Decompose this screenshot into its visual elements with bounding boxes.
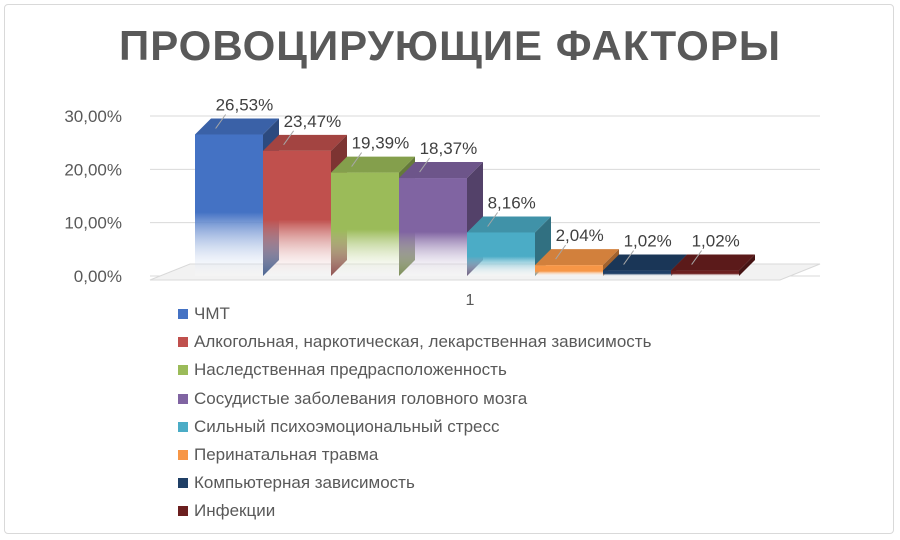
legend-label: Сосудистые заболевания головного мозга [194,388,528,408]
legend-label: Перинатальная травма [194,445,379,465]
legend-item: Наследственная предрасположенность [178,356,651,384]
bar-front [399,178,467,276]
legend-item: ЧМТ [178,300,651,328]
bar-top [603,254,687,271]
legend-label: Алкогольная, наркотическая, лекарственна… [194,332,652,352]
data-label: 18,37% [420,139,478,158]
legend-swatch [178,478,188,489]
bar-front [331,172,399,276]
data-label: 8,16% [488,193,536,212]
bar-top [535,249,619,266]
legend-swatch [178,393,188,404]
bar-front [467,232,535,276]
bar-top [467,216,551,233]
legend-swatch [178,365,188,376]
data-label-leader [555,244,567,260]
data-label: 23,47% [284,112,342,131]
bar-top [671,254,755,271]
bar-front [263,150,331,276]
data-label: 1,02% [624,232,672,251]
legend-item: Перинатальная травма [178,441,651,469]
data-label: 1,02% [692,232,740,251]
legend-item: Инфекции [178,497,651,525]
data-label-leader [691,250,703,265]
data-label-leader [351,152,363,167]
legend-item: Алкогольная, наркотическая, лекарственна… [178,328,651,356]
legend-label: Компьютерная зависимость [194,473,415,493]
legend-item: Сильный психоэмоциональный стресс [178,413,651,441]
legend-item: Сосудистые заболевания головного мозга [178,385,651,413]
legend-label: Сильный психоэмоциональный стресс [194,416,500,436]
legend-label: ЧМТ [194,304,230,324]
y-tick-label: 10,00% [64,214,122,233]
legend-swatch [178,309,188,320]
bar-top [195,118,279,135]
data-label: 26,53% [216,96,274,115]
legend-item: Компьютерная зависимость [178,469,651,497]
bar-top [399,162,483,179]
bar-side [739,254,755,276]
data-label-leader [283,130,295,146]
data-label-leader [419,157,431,173]
chart-legend: ЧМТ Алкогольная, наркотическая, лекарстве… [178,300,651,526]
y-tick-label: 30,00% [64,107,122,126]
legend-swatch [178,450,188,461]
chart-title: ПРОВОЦИРУЮЩИЕ ФАКТОРЫ [119,22,781,69]
bar-front [671,270,739,276]
legend-label: Инфекции [194,501,276,521]
bar-top [331,156,415,173]
legend-swatch [178,506,188,517]
legend-swatch [178,337,188,348]
data-label: 19,39% [352,134,410,153]
legend-swatch [178,421,188,432]
y-tick-label: 20,00% [64,160,122,179]
legend-label: Наследственная предрасположенность [194,360,507,380]
bar-top [263,134,347,151]
data-label-leader [215,114,227,129]
bar-front [535,265,603,276]
bar-8 [671,254,755,276]
bar-front [195,134,263,276]
x-category-label: 1 [466,292,475,309]
data-label: 2,04% [556,226,604,245]
y-tick-label: 0,00% [74,267,122,286]
data-label-leader [487,212,499,227]
data-label-leader [623,250,635,265]
bar-front [603,270,671,276]
